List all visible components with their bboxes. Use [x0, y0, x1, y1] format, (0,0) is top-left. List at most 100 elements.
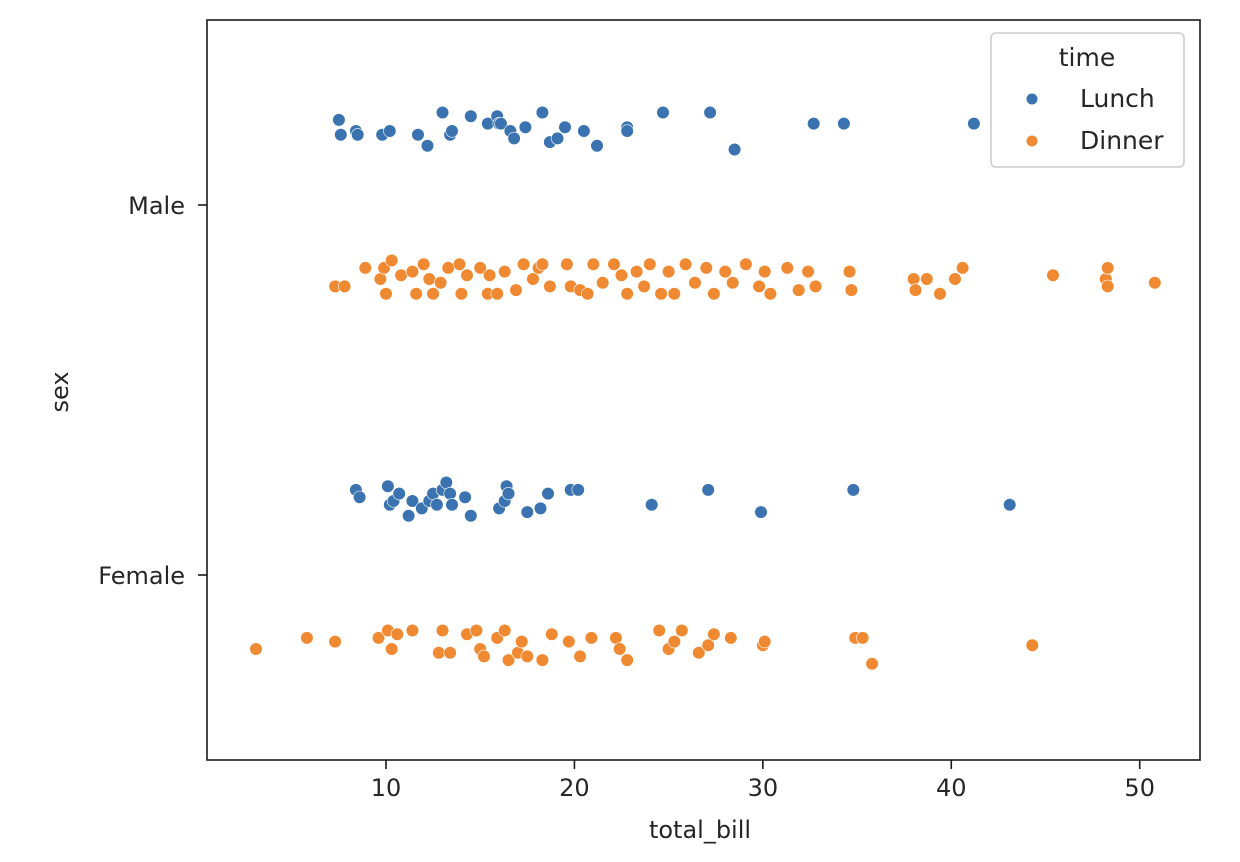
dinner-point [390, 627, 404, 641]
dinner-point [405, 623, 420, 638]
dinner-point [1101, 261, 1115, 275]
lunch-point [464, 509, 478, 523]
lunch-point [405, 494, 420, 508]
x-tick-label: 50 [1124, 774, 1155, 802]
dinner-point [422, 272, 436, 286]
dinner-point [692, 646, 706, 660]
dinner-point [726, 276, 740, 290]
dinner-point [654, 287, 668, 301]
y-axis-ticks: Male Female [98, 192, 207, 590]
lunch-point [807, 116, 821, 131]
lunch-point [620, 124, 634, 138]
lunch-point [464, 109, 478, 123]
lunch-point [571, 483, 585, 497]
lunch-point [967, 116, 981, 131]
dinner-point [300, 631, 314, 645]
dinner-point [856, 631, 870, 645]
dinner-point [526, 272, 540, 286]
dinner-point [752, 279, 766, 294]
dinner-point [643, 257, 657, 271]
x-tick-label: 20 [559, 774, 590, 802]
x-tick-label: 10 [371, 774, 402, 802]
dinner-point [498, 623, 512, 638]
dinner-point [584, 631, 599, 645]
dinner-point [434, 276, 448, 290]
legend-frame [990, 32, 1185, 168]
dinner-point [739, 257, 753, 271]
lunch-point [754, 505, 768, 519]
dinner-point [906, 272, 921, 286]
dinner-point [520, 649, 534, 664]
dinner-point [688, 276, 702, 290]
dinner-point [483, 268, 497, 282]
dinner-point [501, 653, 516, 667]
lunch-point [420, 139, 435, 153]
lunch-point [494, 116, 508, 131]
dinner-point [667, 287, 681, 301]
dinner-point [607, 257, 621, 271]
legend-title: time [1059, 43, 1115, 72]
dinner-point [469, 623, 484, 638]
lunch-point [645, 498, 659, 512]
dinner-point [435, 623, 450, 638]
lunch-point [430, 498, 444, 512]
legend: time Lunch Dinner [990, 32, 1185, 168]
dinner-point [933, 287, 947, 301]
dinner-point [509, 283, 523, 297]
dinner-point [955, 261, 970, 275]
dinner-point [586, 257, 600, 271]
dinner-point [405, 265, 420, 279]
dinner-point [808, 279, 823, 294]
lunch-point [332, 113, 346, 127]
dinner-point [490, 287, 504, 301]
dinner-point [908, 283, 923, 297]
lunch-point [445, 498, 459, 512]
lunch-point [443, 487, 457, 501]
dinner-point [385, 253, 399, 268]
dinner-point [842, 265, 857, 279]
dinner-point [417, 257, 431, 271]
lunch-point [439, 475, 453, 490]
plot-frame [206, 19, 1201, 761]
dinner-point [580, 287, 595, 301]
lunch-point [837, 116, 851, 131]
lunch-point [445, 124, 459, 138]
x-tick-label: 30 [748, 774, 779, 802]
dinner-point [596, 276, 610, 290]
lunch-point [402, 509, 416, 523]
dinner-point [560, 257, 574, 271]
dinner-point [620, 287, 634, 301]
legend-marker-lunch [1025, 92, 1039, 106]
dinner-point [613, 642, 627, 656]
lunch-point [353, 490, 367, 504]
dinner-point [661, 265, 676, 279]
dinner-point [373, 272, 388, 286]
dinner-point [473, 261, 487, 275]
dinner-point [678, 257, 693, 271]
dinner-point [792, 283, 806, 297]
lunch-point [656, 105, 670, 120]
dinner-point [701, 638, 715, 652]
lunch-point [501, 487, 516, 501]
legend-marker-dinner [1025, 134, 1039, 148]
dinner-point [454, 287, 469, 301]
dinner-point [328, 634, 342, 649]
dinner-point [1101, 279, 1115, 294]
dinner-point [718, 265, 732, 279]
lunch-point [550, 131, 565, 145]
dinner-point [249, 642, 263, 656]
dinner-point [358, 261, 372, 275]
x-axis-ticks: 10 20 30 40 50 [371, 760, 1155, 802]
dinner-point [699, 261, 713, 275]
lunch-point [383, 124, 397, 138]
x-axis-label: total_bill [649, 816, 751, 844]
dinner-point [844, 283, 859, 297]
lunch-point [381, 479, 395, 493]
dinner-point [443, 646, 457, 660]
lunch-point [1003, 498, 1017, 512]
dinner-point [758, 634, 772, 649]
dinner-point [543, 279, 557, 294]
dinner-point [609, 631, 623, 645]
dinner-point [620, 653, 634, 667]
